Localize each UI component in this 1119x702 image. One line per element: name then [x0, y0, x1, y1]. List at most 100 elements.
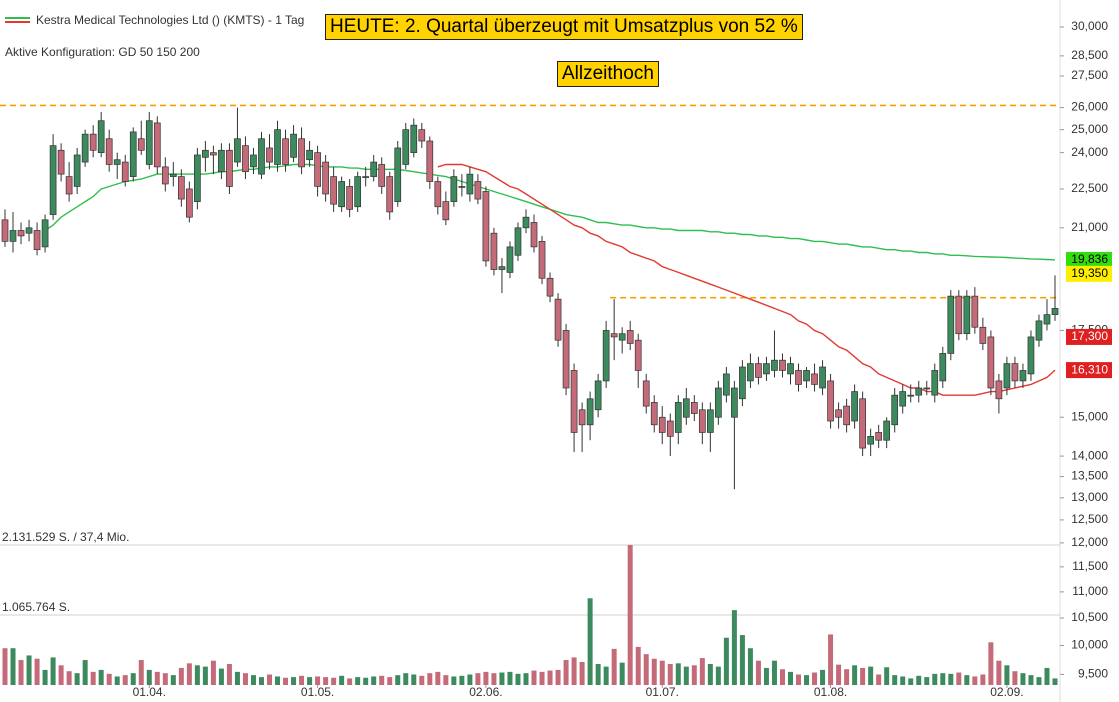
candle-body [145, 120, 153, 165]
candle-body [250, 154, 257, 168]
candle-body [963, 295, 971, 335]
news-annotation: HEUTE: 2. Quartal überzeugt mit Umsatzpl… [325, 14, 803, 40]
volume-bar [379, 675, 385, 685]
candle-body [634, 339, 642, 371]
volume-bar [683, 666, 689, 685]
candle-body [1035, 320, 1043, 341]
volume-bar [603, 666, 609, 685]
candle-body [1019, 370, 1027, 382]
volume-bar [419, 675, 425, 685]
ath-annotation: Allzeithoch [557, 61, 659, 87]
candle-body [354, 176, 362, 208]
volume-bar [331, 677, 337, 685]
y-tick-label: 11,000 [1072, 584, 1108, 598]
candle-body [891, 394, 899, 426]
candle-body [458, 186, 466, 188]
volume-bar [267, 674, 273, 685]
candle-body [169, 173, 177, 177]
volume-bar [563, 660, 569, 685]
candle-body [410, 124, 418, 153]
volume-bar [956, 672, 962, 685]
volume-bar [908, 678, 914, 685]
candle-body [875, 432, 883, 441]
candle-body [25, 227, 33, 234]
volume-bar [635, 646, 641, 685]
candle-body [242, 145, 249, 173]
candle-body [971, 295, 979, 328]
volume-bar [1012, 671, 1018, 685]
candle-body [498, 266, 506, 270]
candle-body [827, 380, 834, 422]
volume-bar [619, 662, 625, 685]
price-label-box [1066, 362, 1112, 379]
candle-body [33, 230, 41, 251]
candle-body [490, 232, 498, 270]
candle-body [795, 370, 802, 385]
volume-bar [555, 669, 561, 685]
volume-bar [363, 677, 369, 685]
candle-body [450, 176, 458, 202]
candle-body [723, 373, 730, 396]
y-tick-label: 30,000 [1071, 19, 1108, 33]
candle-body [835, 409, 842, 418]
candle-body [290, 133, 297, 158]
volume-tick-label: 2.131.529 S. / 37,4 Mio. [2, 530, 129, 544]
volume-bar [916, 675, 922, 685]
candle-body [137, 138, 145, 151]
price-label-box [1066, 328, 1112, 345]
volume-bar [315, 676, 321, 685]
volume-bar [395, 675, 401, 685]
volume-bar [627, 545, 633, 685]
volume-bar [18, 660, 24, 685]
candle-body [65, 176, 73, 195]
candle-body [346, 186, 354, 210]
volume-bar [234, 671, 240, 685]
candle-body [1, 219, 9, 242]
x-tick-label: 02.09. [990, 685, 1023, 699]
candle-body [1003, 363, 1011, 389]
candle-body [931, 370, 939, 396]
candle-body [715, 387, 722, 418]
volume-bar [940, 673, 946, 685]
volume-bar [299, 675, 305, 685]
y-tick-label: 28,500 [1071, 48, 1108, 62]
volume-bar [371, 676, 377, 685]
candle-body [73, 154, 81, 187]
volume-bar [860, 667, 866, 685]
volume-bar [796, 674, 802, 685]
volume-bar [611, 648, 617, 685]
y-tick-label: 10,000 [1071, 638, 1108, 652]
y-tick-label: 15,000 [1071, 409, 1108, 423]
volume-bar [178, 667, 184, 685]
volume-bar [291, 677, 297, 685]
candle-body [851, 391, 858, 422]
volume-bar [579, 662, 585, 685]
candle-body [402, 129, 410, 165]
volume-bar [1044, 667, 1050, 685]
candle-body [979, 326, 987, 344]
candle-body [883, 420, 891, 441]
x-tick-label: 01.07. [646, 685, 679, 699]
volume-bar [779, 669, 785, 685]
volume-bar [242, 673, 248, 685]
price-label: 19,836 [1071, 252, 1108, 266]
candle-body [1051, 308, 1059, 315]
candle-body [57, 149, 65, 175]
candle-body [218, 149, 225, 173]
volume-bar [980, 674, 986, 685]
volume-bar [451, 676, 457, 685]
volume-bar [82, 660, 88, 685]
volume-bar [138, 660, 144, 685]
volume-bar [106, 673, 112, 685]
candle-body [97, 120, 105, 153]
chart-subtitle: Aktive Konfiguration: GD 50 150 200 [5, 45, 200, 59]
volume-bar [1052, 678, 1058, 685]
y-tick-label: 24,000 [1071, 145, 1108, 159]
volume-bar [90, 671, 96, 685]
y-tick-label: 26,000 [1071, 100, 1108, 114]
volume-bar [202, 666, 208, 685]
candle-body [771, 359, 778, 371]
volume-bar [948, 673, 954, 685]
candle-body [682, 398, 690, 418]
